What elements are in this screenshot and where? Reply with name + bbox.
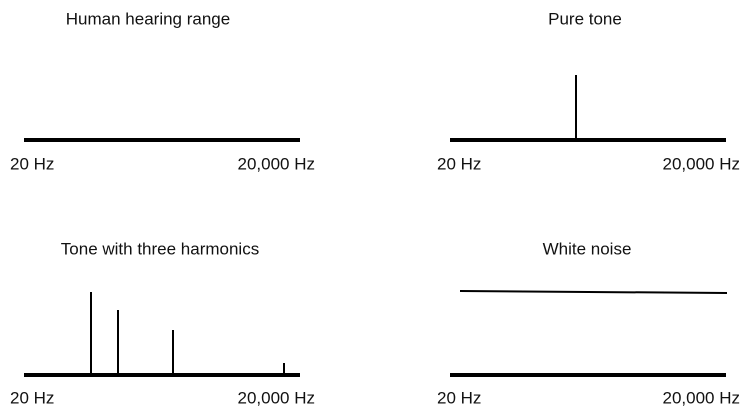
- panel-title: Pure tone: [548, 9, 622, 28]
- low-label: 20 Hz: [437, 154, 481, 173]
- high-label: 20,000 Hz: [663, 388, 741, 407]
- high-label: 20,000 Hz: [238, 154, 316, 173]
- noise-level: [459, 290, 728, 294]
- low-label: 20 Hz: [10, 388, 54, 407]
- panel: Human hearing range 20 Hz 20,000 Hz: [10, 9, 315, 173]
- panel: Tone with three harmonics 20 Hz 20,000 H…: [10, 239, 315, 407]
- high-label: 20,000 Hz: [663, 154, 741, 173]
- low-label: 20 Hz: [10, 154, 54, 173]
- panel-title: White noise: [543, 239, 632, 258]
- panel-title: Tone with three harmonics: [61, 239, 259, 258]
- low-label: 20 Hz: [437, 388, 481, 407]
- panel: Pure tone 20 Hz 20,000 Hz: [437, 9, 740, 173]
- panel: White noise 20 Hz 20,000 Hz: [437, 239, 740, 407]
- panel-title: Human hearing range: [66, 9, 230, 28]
- high-label: 20,000 Hz: [238, 388, 316, 407]
